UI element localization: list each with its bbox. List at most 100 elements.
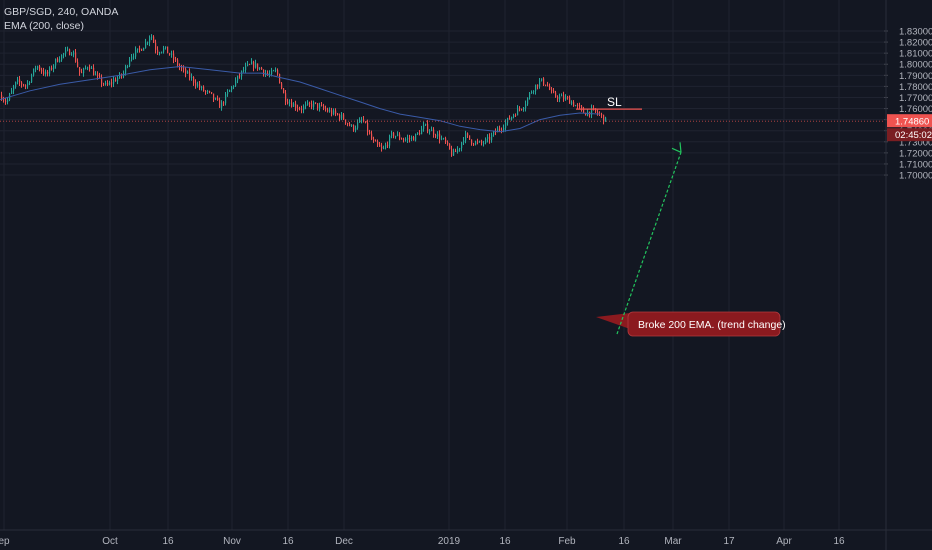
candle-body [347, 123, 349, 124]
candle-body [75, 52, 77, 62]
candle-body [443, 138, 445, 140]
candle-body [385, 144, 387, 148]
candle-body [99, 75, 101, 78]
candle-body [423, 125, 425, 129]
candle-body [603, 114, 605, 122]
candle-body [31, 75, 33, 83]
time-tick-label: 16 [499, 536, 511, 547]
candle-body [379, 144, 381, 147]
candle-body [501, 129, 503, 131]
candle-body [301, 109, 303, 111]
candle-body [341, 114, 343, 119]
candle-body [41, 69, 43, 72]
candle-body [203, 86, 205, 92]
candle-body [389, 135, 391, 146]
candle-body [327, 109, 329, 112]
candle-body [207, 91, 209, 92]
price-tick-label: 1.77000 [899, 93, 932, 104]
price-tick-label: 1.78000 [899, 82, 932, 93]
candle-body [45, 71, 47, 75]
candle-body [575, 105, 577, 107]
candle-body [259, 67, 261, 70]
price-tick-label: 1.79000 [899, 71, 932, 82]
candle-body [235, 80, 237, 87]
candle-body [95, 74, 97, 76]
candle-body [153, 36, 155, 43]
candle-body [601, 114, 603, 115]
candle-body [339, 114, 341, 119]
candle-body [349, 123, 351, 126]
candle-body [115, 79, 117, 82]
symbol-label[interactable]: GBP/SGD, 240, OANDA [4, 6, 119, 18]
candle-body [355, 127, 357, 131]
candle-body [295, 103, 297, 108]
candle-body [149, 37, 151, 43]
candle-body [255, 63, 257, 68]
grid-lines [0, 0, 884, 530]
candle-body [247, 64, 249, 66]
candle-body [383, 147, 385, 149]
candle-body [521, 108, 523, 110]
candle-body [495, 131, 497, 133]
candle-body [101, 77, 103, 84]
candle-body [527, 97, 529, 105]
candle-body [377, 141, 379, 145]
candle-body [395, 135, 397, 137]
candle-body [25, 85, 27, 87]
candle-body [551, 89, 553, 91]
annotations: SL Broke 200 EMA. (trend change) [0, 95, 884, 337]
candle-body [11, 90, 13, 94]
time-axis[interactable]: ep Oct 16 Nov 16 Dec 2019 16 Feb 16 Mar 17 Apr 16 [0, 529, 932, 547]
candle-body [185, 68, 187, 74]
candle-body [509, 117, 511, 120]
candle-body [211, 92, 213, 94]
candle-body [499, 128, 501, 130]
candle-body [291, 102, 293, 107]
candle-body [459, 148, 461, 150]
candle-body [137, 48, 139, 50]
candle-body [237, 75, 239, 81]
candle-body [133, 56, 135, 58]
candle-body [159, 52, 161, 54]
ema-line [0, 65, 601, 133]
price-tick-label: 1.83000 [899, 27, 932, 38]
candle-body [79, 67, 81, 73]
candle-body [453, 150, 455, 156]
candle-body [487, 136, 489, 139]
indicator-label[interactable]: EMA (200, close) [4, 20, 84, 32]
candle-body [187, 71, 189, 74]
candle-body [189, 71, 191, 78]
candle-body [227, 91, 229, 95]
candle-body [87, 67, 89, 69]
candle-body [217, 98, 219, 101]
candle-body [257, 63, 259, 70]
candle-body [477, 141, 479, 143]
candle-body [399, 134, 401, 139]
candle-body [277, 69, 279, 74]
candle-body [409, 138, 411, 139]
candle-body [89, 67, 91, 69]
candle-body [15, 81, 17, 87]
candle-body [571, 102, 573, 104]
candle-body [309, 102, 311, 104]
candle-body [323, 105, 325, 109]
candle-body [157, 49, 159, 53]
candle-body [555, 92, 557, 97]
candle-body [315, 102, 317, 104]
candle-body [171, 53, 173, 55]
candle-body [387, 144, 389, 146]
candle-body [535, 84, 537, 91]
candle-body [103, 83, 105, 85]
candle-body [413, 137, 415, 141]
candle-body [403, 139, 405, 141]
candle-body [431, 129, 433, 132]
candle-body [549, 85, 551, 90]
candle-body [317, 103, 319, 109]
candle-body [365, 121, 367, 123]
candle-body [303, 106, 305, 110]
price-axis[interactable]: 1.700001.710001.720001.730001.740001.750… [884, 0, 932, 550]
candle-body [61, 54, 63, 61]
candle-body [299, 108, 301, 110]
